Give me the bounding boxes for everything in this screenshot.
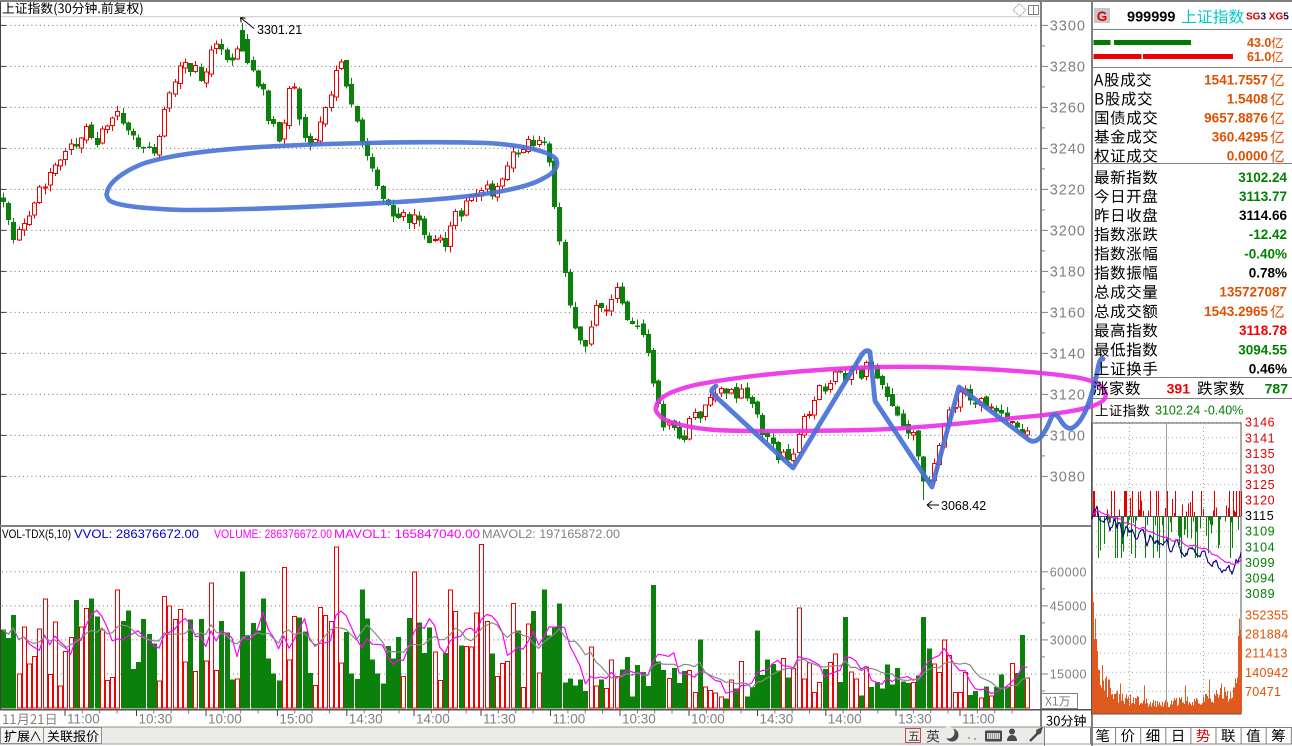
svg-text:3300: 3300	[1050, 18, 1086, 34]
svg-text:135727087: 135727087	[1219, 285, 1287, 300]
svg-text:MAVOL2: 197165872.00: MAVOL2: 197165872.00	[482, 527, 620, 541]
svg-text:45000: 45000	[1050, 599, 1087, 613]
svg-text:3102.24 -0.40%: 3102.24 -0.40%	[1155, 404, 1243, 418]
svg-text:281884: 281884	[1245, 628, 1289, 642]
svg-text:3240: 3240	[1050, 141, 1086, 157]
svg-text:3130: 3130	[1245, 462, 1275, 476]
svg-text:3146: 3146	[1245, 416, 1275, 430]
svg-text:14:00: 14:00	[416, 712, 450, 727]
svg-text:15000: 15000	[1050, 668, 1087, 682]
svg-text:11:30: 11:30	[483, 712, 516, 727]
svg-text:3115: 3115	[1245, 509, 1274, 523]
svg-text:SG3 XG5: SG3 XG5	[1246, 12, 1289, 23]
svg-text:9657.8876: 9657.8876	[1204, 111, 1268, 126]
svg-text:1541.7557: 1541.7557	[1204, 73, 1268, 88]
svg-text:3260: 3260	[1050, 100, 1086, 116]
svg-text:211413: 211413	[1245, 647, 1288, 661]
svg-text:-0.40%: -0.40%	[1244, 246, 1287, 261]
svg-text:0.78%: 0.78%	[1249, 266, 1287, 281]
svg-text:3094: 3094	[1245, 571, 1275, 585]
svg-text:3301.21: 3301.21	[257, 23, 302, 37]
svg-text:3068.42: 3068.42	[941, 499, 986, 513]
svg-text:14:30: 14:30	[760, 712, 794, 727]
svg-text:787: 787	[1265, 381, 1289, 397]
svg-text:15:00: 15:00	[279, 712, 313, 727]
svg-text:3135: 3135	[1245, 447, 1275, 461]
svg-text:3109: 3109	[1245, 525, 1275, 539]
svg-text:10:00: 10:00	[208, 712, 242, 727]
svg-text:3094.55: 3094.55	[1238, 342, 1287, 357]
svg-text:60000: 60000	[1050, 565, 1087, 579]
svg-text:VOLUME: 286376672.00: VOLUME: 286376672.00	[214, 527, 332, 541]
svg-text:11:00: 11:00	[962, 712, 995, 727]
svg-text:3120: 3120	[1245, 494, 1275, 508]
svg-text:3220: 3220	[1050, 182, 1086, 198]
svg-text:391: 391	[1167, 381, 1191, 397]
svg-text:10:30: 10:30	[622, 712, 656, 727]
svg-text:3140: 3140	[1050, 346, 1086, 362]
svg-text:3180: 3180	[1050, 264, 1086, 280]
svg-text:3104: 3104	[1245, 540, 1275, 554]
svg-text:3160: 3160	[1050, 305, 1086, 321]
svg-text:14:00: 14:00	[828, 712, 862, 727]
svg-text:11:00: 11:00	[553, 712, 586, 727]
svg-text:360.4295: 360.4295	[1212, 130, 1269, 145]
svg-text:G: G	[1097, 9, 1108, 24]
svg-text:3099: 3099	[1245, 556, 1275, 570]
svg-text:11:00: 11:00	[67, 712, 100, 727]
svg-text:3102.24: 3102.24	[1238, 170, 1287, 185]
svg-text:3089: 3089	[1245, 587, 1275, 601]
svg-text:-12.42: -12.42	[1249, 227, 1287, 242]
svg-text:3118.78: 3118.78	[1239, 323, 1288, 338]
svg-text:43.0: 43.0	[1247, 36, 1271, 50]
svg-text:10:00: 10:00	[691, 712, 725, 727]
svg-text:3100: 3100	[1050, 428, 1086, 444]
svg-text:MAVOL1: 165847040.00: MAVOL1: 165847040.00	[334, 527, 480, 541]
svg-text:3113.77: 3113.77	[1239, 189, 1287, 204]
svg-text:61.0: 61.0	[1247, 50, 1271, 64]
svg-text:13:30: 13:30	[898, 712, 932, 727]
svg-text:3080: 3080	[1050, 469, 1086, 485]
svg-text:14:30: 14:30	[349, 712, 383, 727]
svg-text:3141: 3141	[1245, 431, 1275, 445]
svg-text:VVOL: 286376672.00: VVOL: 286376672.00	[74, 527, 199, 541]
svg-text:30000: 30000	[1050, 633, 1087, 647]
svg-text:3200: 3200	[1050, 223, 1086, 239]
svg-text:3114.66: 3114.66	[1239, 208, 1288, 223]
svg-text:70471: 70471	[1245, 685, 1281, 699]
svg-text:3125: 3125	[1245, 478, 1275, 492]
svg-text:352355: 352355	[1245, 609, 1289, 623]
svg-text:VOL-TDX(5,10): VOL-TDX(5,10)	[2, 527, 71, 541]
svg-text:3120: 3120	[1050, 387, 1086, 403]
svg-text:1543.2965: 1543.2965	[1204, 304, 1268, 319]
svg-text:999999: 999999	[1127, 10, 1175, 26]
svg-text:1.5408: 1.5408	[1227, 92, 1269, 107]
svg-text:3280: 3280	[1050, 59, 1086, 75]
svg-text:140942: 140942	[1245, 666, 1289, 680]
svg-text:0.46%: 0.46%	[1249, 362, 1287, 377]
svg-text:0.0000: 0.0000	[1227, 149, 1268, 164]
svg-text:10:30: 10:30	[139, 712, 173, 727]
